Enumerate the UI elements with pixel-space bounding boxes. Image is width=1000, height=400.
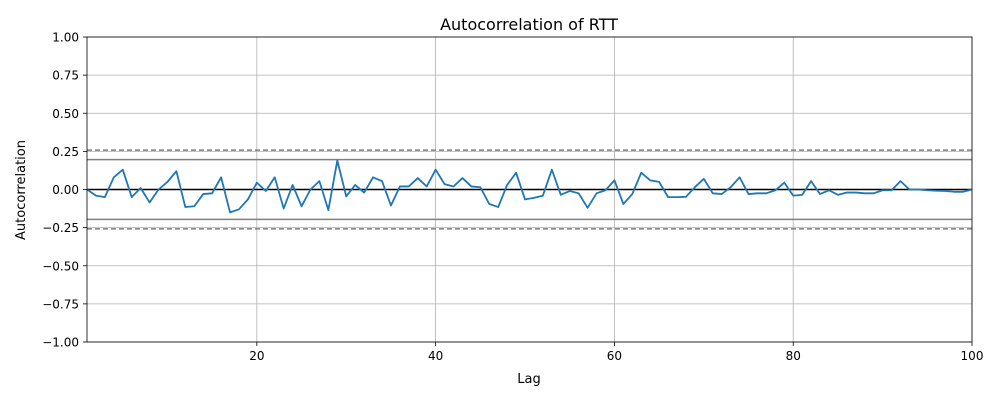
x-tick-label: 100 — [961, 349, 984, 363]
series-group — [86, 159, 973, 214]
y-tick-label: −0.25 — [42, 221, 79, 235]
y-axis-label: Autocorrelation — [14, 140, 29, 240]
y-tick-label: −0.75 — [42, 297, 79, 311]
y-tick-label: 0.25 — [52, 145, 79, 159]
x-axis-label: Lag — [517, 372, 540, 387]
y-tick-label: −0.50 — [42, 259, 79, 273]
y-tick-label: 0.50 — [52, 107, 79, 121]
x-tick-label: 60 — [607, 349, 622, 363]
y-tick-label: 0.00 — [52, 183, 79, 197]
x-tick-label: 20 — [249, 349, 264, 363]
x-tick-label: 40 — [428, 349, 443, 363]
y-tick-label: −1.00 — [42, 336, 79, 350]
y-tick-label: 0.75 — [52, 69, 79, 83]
confidence-bands — [87, 149, 972, 230]
x-axis-ticks: 20 40 60 80 100 — [249, 342, 983, 363]
autocorrelation-series-line — [86, 159, 973, 214]
y-tick-label: 1.00 — [52, 31, 79, 45]
x-tick-label: 80 — [786, 349, 801, 363]
y-axis-ticks: −1.00 −0.75 −0.50 −0.25 0.00 0.25 0.50 0.75 1.00 — [42, 31, 87, 350]
chart-title: Autocorrelation of RTT — [440, 15, 618, 34]
